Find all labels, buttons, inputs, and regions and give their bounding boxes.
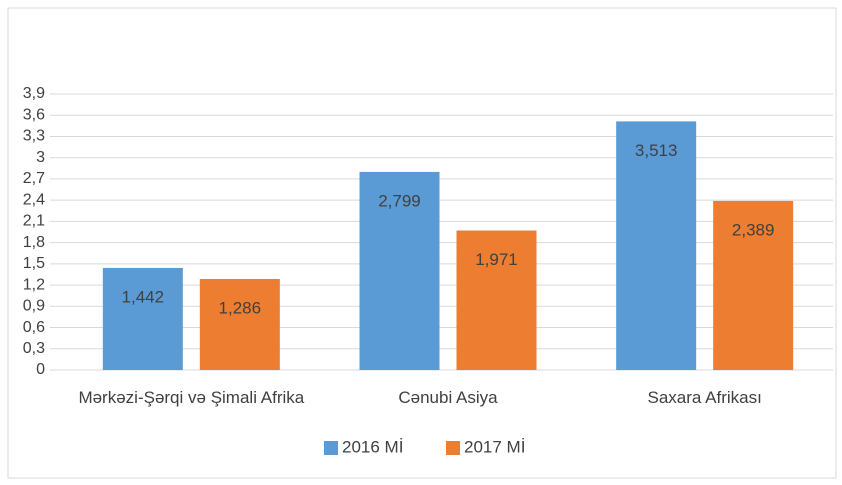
data-label: 1,442 [122, 287, 165, 306]
x-tick-label: Saxara Afrikası [647, 388, 762, 407]
data-label: 1,971 [475, 250, 518, 269]
legend-swatch [324, 441, 338, 455]
y-tick-label: 2,4 [23, 191, 45, 208]
bar [616, 121, 697, 370]
y-tick-label: 3,6 [23, 106, 45, 123]
y-tick-label: 1,5 [23, 255, 45, 272]
y-tick-label: 0,9 [23, 298, 45, 315]
y-tick-label: 3,9 [23, 85, 45, 102]
legend-label: 2016 Mİ [342, 437, 403, 456]
y-tick-label: 1,8 [23, 234, 45, 251]
legend-label: 2017 Mİ [464, 437, 525, 456]
y-tick-label: 2,7 [23, 170, 45, 187]
x-tick-label: Mərkəzi-Şərqi və Şimali Afrika [78, 388, 305, 407]
data-label: 3,513 [635, 141, 678, 160]
legend-swatch [446, 441, 460, 455]
y-tick-label: 3 [36, 149, 45, 166]
data-label: 1,286 [219, 298, 262, 317]
y-tick-label: 2,1 [23, 213, 45, 230]
bar [199, 278, 280, 370]
y-tick-label: 3,3 [23, 128, 45, 145]
bar [359, 171, 440, 370]
chart-border [7, 7, 837, 479]
bar [102, 267, 183, 370]
data-label: 2,389 [732, 220, 775, 239]
y-tick-label: 0 [36, 361, 45, 378]
bar [456, 230, 537, 370]
y-tick-label: 1,2 [23, 276, 45, 293]
y-tick-label: 0,6 [23, 319, 45, 336]
bar [713, 200, 794, 370]
data-label: 2,799 [378, 191, 421, 210]
x-tick-label: Cənubi Asiya [398, 388, 498, 407]
y-tick-label: 0,3 [23, 340, 45, 357]
